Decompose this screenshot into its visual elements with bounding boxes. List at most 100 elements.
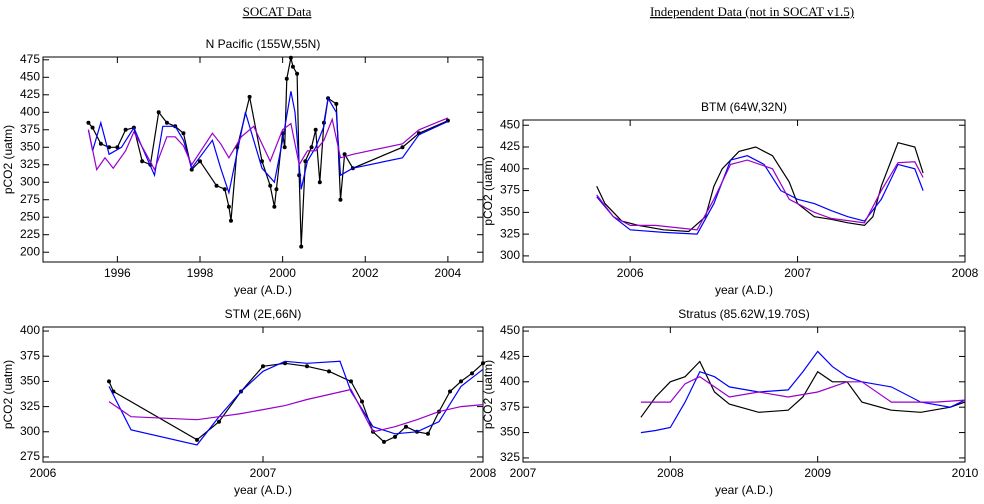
chart-title: Stratus (85.62W,19.70S) bbox=[678, 307, 809, 321]
data-line bbox=[108, 388, 484, 433]
section-header: Independent Data (not in SOCAT v1.5) bbox=[650, 4, 854, 19]
x-axis-label: year (A.D.) bbox=[234, 283, 292, 297]
y-axis-label: pCO2 (uatm) bbox=[481, 156, 495, 225]
y-tick-label: 350 bbox=[500, 205, 520, 219]
chart-title: STM (2E,66N) bbox=[225, 307, 302, 321]
data-point bbox=[181, 131, 186, 136]
y-tick-label: 350 bbox=[500, 425, 520, 439]
data-point bbox=[268, 183, 273, 188]
data-point bbox=[448, 389, 452, 394]
x-tick-label: 2007 bbox=[250, 466, 277, 480]
x-tick-label: 2006 bbox=[617, 266, 644, 280]
data-point bbox=[261, 364, 265, 369]
y-tick-label: 475 bbox=[20, 52, 40, 66]
data-point bbox=[189, 167, 194, 172]
y-tick-label: 225 bbox=[20, 227, 40, 241]
data-point bbox=[164, 120, 169, 125]
data-point bbox=[107, 379, 111, 384]
data-point bbox=[470, 371, 474, 376]
data-point bbox=[305, 364, 309, 369]
y-tick-label: 450 bbox=[20, 69, 40, 83]
x-tick-label: 1998 bbox=[187, 266, 214, 280]
y-tick-label: 200 bbox=[20, 244, 40, 258]
data-line bbox=[87, 117, 449, 172]
data-point bbox=[98, 141, 103, 146]
x-tick-label: 2009 bbox=[804, 466, 831, 480]
data-point bbox=[303, 159, 308, 164]
x-tick-label: 2000 bbox=[269, 266, 296, 280]
y-tick-label: 325 bbox=[500, 450, 520, 464]
data-line bbox=[596, 159, 924, 231]
data-point bbox=[400, 145, 405, 150]
y-tick-label: 450 bbox=[500, 117, 520, 131]
data-point bbox=[459, 379, 463, 384]
y-tick-label: 325 bbox=[500, 226, 520, 240]
data-point bbox=[317, 180, 322, 185]
data-point bbox=[360, 399, 364, 404]
data-point bbox=[86, 120, 91, 125]
data-point bbox=[259, 159, 264, 164]
x-axis-label: year (A.D.) bbox=[715, 283, 773, 297]
plot-frame bbox=[42, 326, 484, 463]
y-tick-label: 300 bbox=[20, 174, 40, 188]
y-tick-label: 425 bbox=[20, 87, 40, 101]
data-point bbox=[404, 424, 408, 429]
data-point bbox=[195, 437, 199, 442]
x-tick-label: 2004 bbox=[435, 266, 462, 280]
data-point bbox=[226, 204, 231, 209]
x-tick-label: 2007 bbox=[510, 466, 537, 480]
data-point bbox=[156, 110, 161, 115]
x-tick-label: 2010 bbox=[952, 466, 979, 480]
data-point bbox=[115, 145, 120, 150]
y-axis-label: pCO2 (uatm) bbox=[1, 125, 15, 194]
data-point bbox=[90, 125, 95, 130]
data-point bbox=[309, 145, 314, 150]
y-tick-label: 325 bbox=[20, 399, 40, 413]
y-tick-label: 375 bbox=[500, 399, 520, 413]
y-tick-label: 350 bbox=[20, 374, 40, 388]
y-tick-label: 425 bbox=[500, 349, 520, 363]
y-tick-label: 450 bbox=[500, 323, 520, 337]
data-point bbox=[342, 152, 347, 157]
chart-title: BTM (64W,32N) bbox=[701, 100, 787, 114]
data-point bbox=[426, 431, 430, 436]
data-line bbox=[640, 360, 966, 418]
data-line bbox=[640, 376, 966, 403]
data-point bbox=[217, 419, 221, 424]
data-point bbox=[140, 159, 145, 164]
y-tick-label: 300 bbox=[20, 424, 40, 438]
data-point bbox=[349, 379, 353, 384]
y-axis-label: pCO2 (uatm) bbox=[1, 360, 15, 429]
data-point bbox=[382, 439, 386, 444]
data-point bbox=[288, 55, 293, 60]
x-tick-label: 2008 bbox=[470, 466, 497, 480]
y-tick-label: 425 bbox=[500, 139, 520, 153]
x-tick-label: 2008 bbox=[657, 466, 684, 480]
y-tick-label: 275 bbox=[20, 449, 40, 463]
data-line bbox=[87, 91, 449, 196]
data-line bbox=[596, 155, 924, 235]
data-point bbox=[247, 94, 252, 99]
data-line bbox=[87, 57, 449, 247]
x-axis-label: year (A.D.) bbox=[234, 483, 292, 497]
data-point bbox=[313, 127, 318, 132]
x-tick-label: 2007 bbox=[784, 266, 811, 280]
data-point bbox=[290, 64, 295, 69]
data-point bbox=[197, 159, 202, 164]
y-tick-label: 375 bbox=[500, 183, 520, 197]
section-header: SOCAT Data bbox=[243, 4, 312, 19]
y-tick-label: 400 bbox=[20, 104, 40, 118]
y-tick-label: 400 bbox=[500, 374, 520, 388]
data-point bbox=[284, 76, 289, 81]
data-point bbox=[334, 101, 339, 106]
y-tick-label: 375 bbox=[20, 122, 40, 136]
data-point bbox=[299, 244, 304, 249]
data-line bbox=[108, 360, 484, 446]
y-tick-label: 275 bbox=[20, 192, 40, 206]
y-tick-label: 300 bbox=[500, 248, 520, 262]
data-line bbox=[596, 141, 924, 233]
y-tick-label: 400 bbox=[20, 323, 40, 337]
x-axis-label: year (A.D.) bbox=[715, 483, 773, 497]
y-tick-label: 400 bbox=[500, 161, 520, 175]
